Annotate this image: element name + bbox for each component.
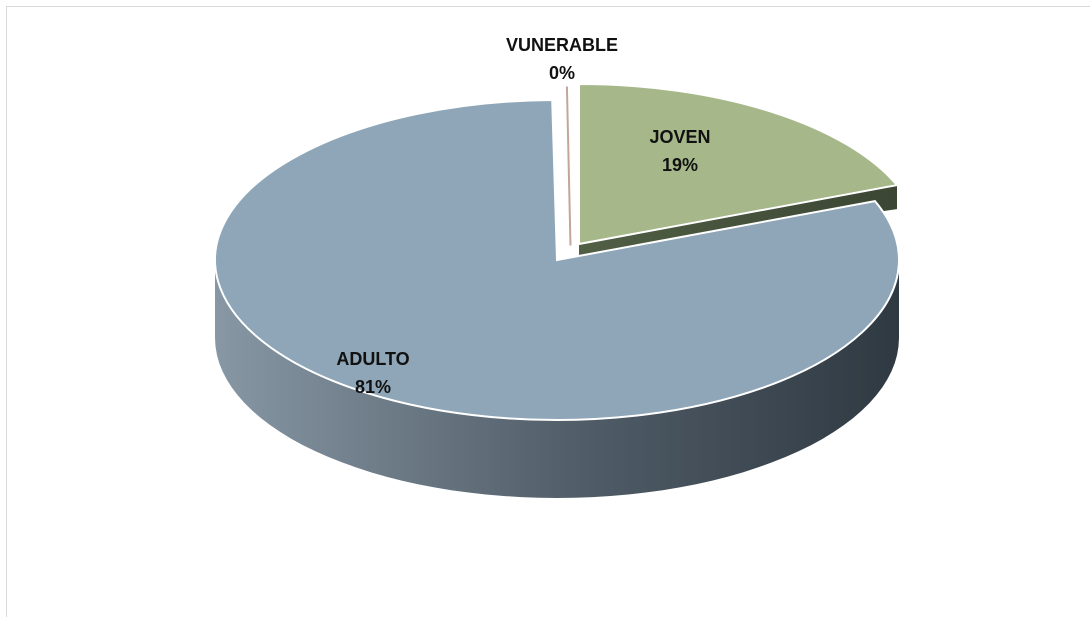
data-label-joven-name: JOVEN [649,127,710,147]
slice-joven [578,82,899,246]
chart-area: ADULTO 81% JOVEN 19% VUNERABLE 0% [6,6,1090,617]
data-label-adulto-percent: 81% [355,377,391,397]
pie-chart: ADULTO 81% JOVEN 19% VUNERABLE 0% [214,35,900,498]
data-label-vunerable-percent: 0% [549,63,575,83]
data-label-joven-percent: 19% [662,155,698,175]
data-label-vunerable-name: VUNERABLE [506,35,618,55]
data-label-adulto-name: ADULTO [336,349,409,369]
slice-adulto [214,98,900,421]
slice-joven-side [579,185,897,256]
slice-vunerable [564,85,573,247]
slice-adulto-side [215,260,899,498]
